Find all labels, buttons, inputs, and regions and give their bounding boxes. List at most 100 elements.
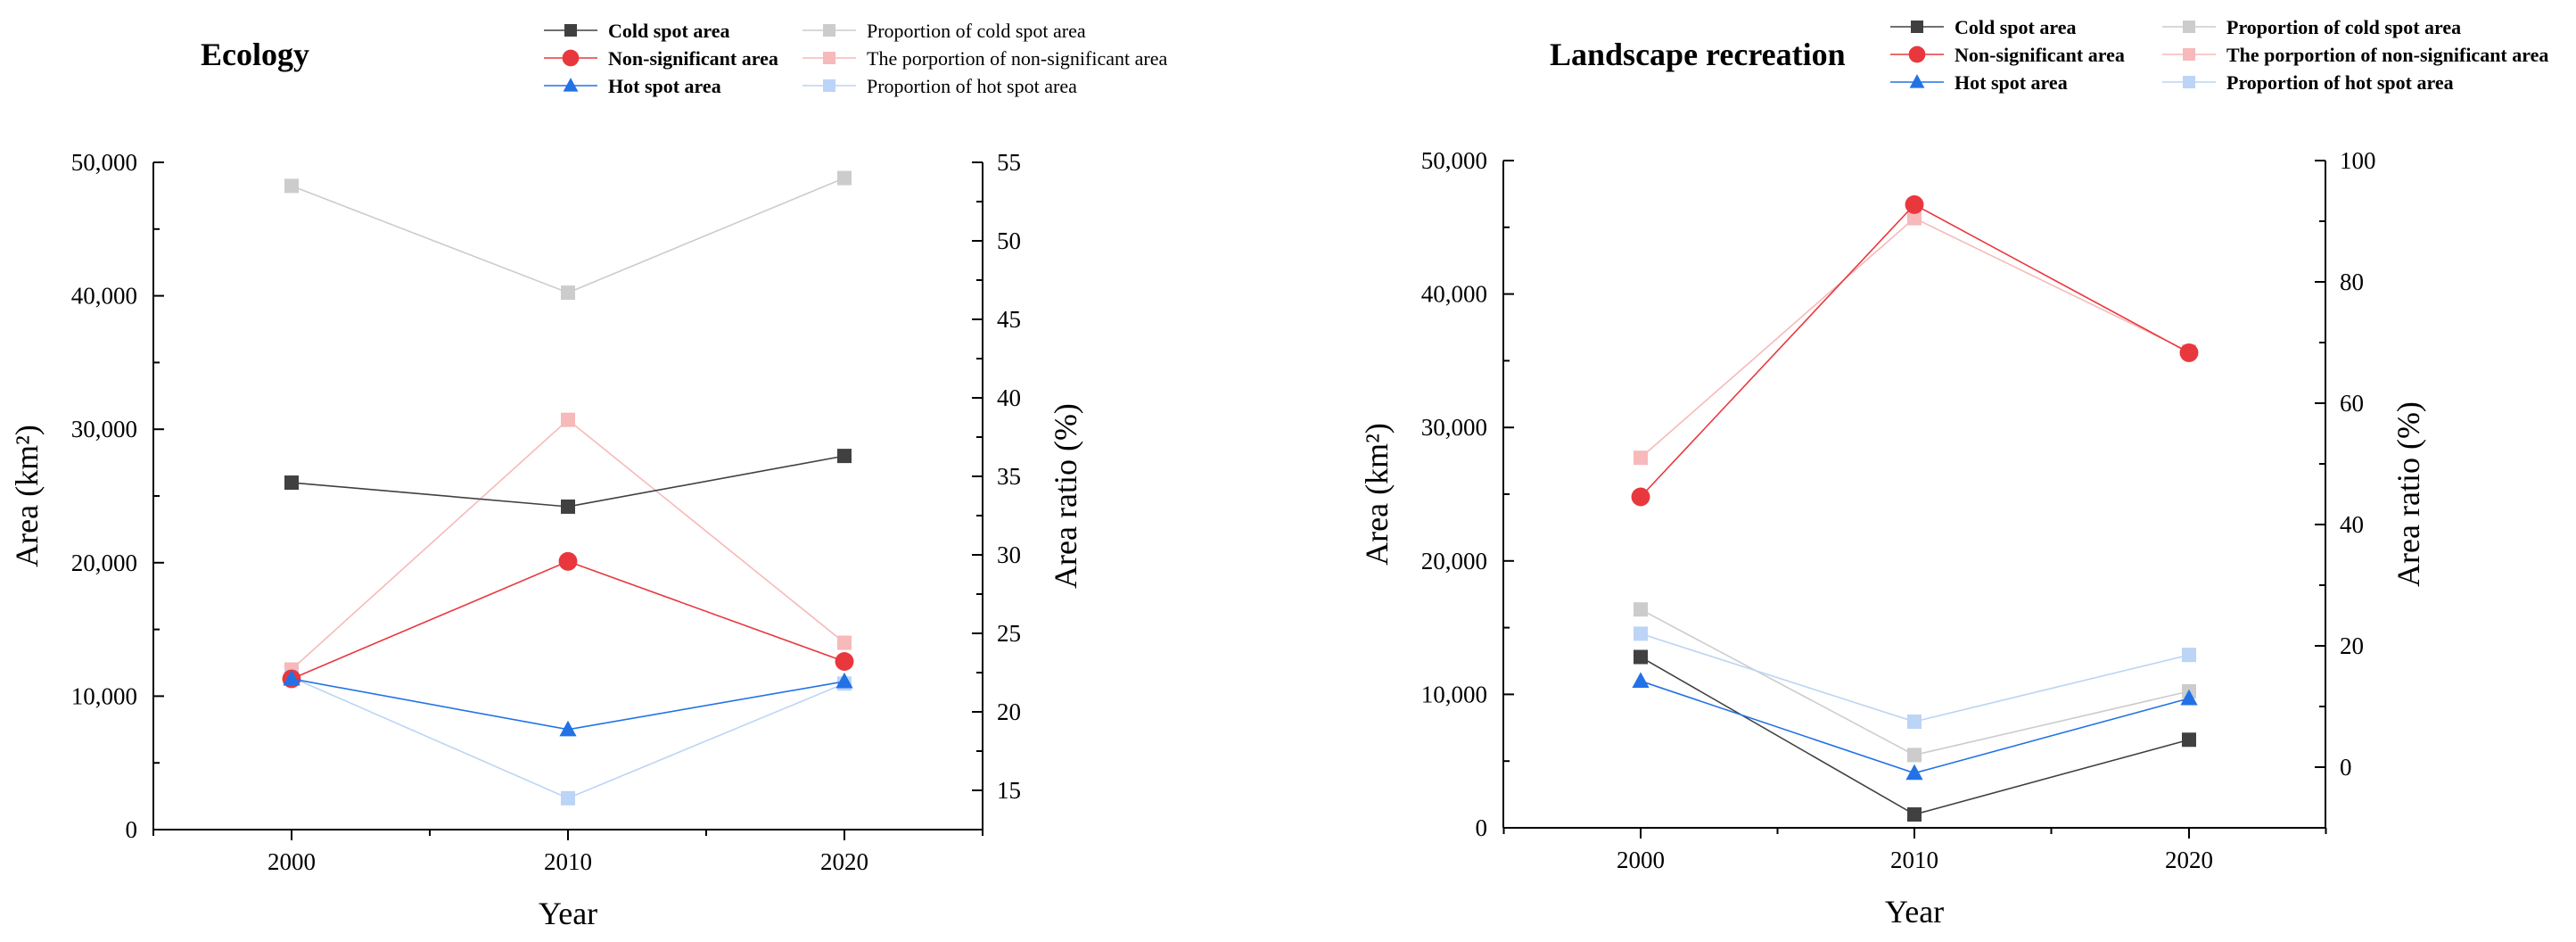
data-point-cold-spot-area-2020 (837, 449, 852, 464)
y2-tick-label: 35 (997, 463, 1021, 490)
data-point-non-significant-area-2010 (558, 551, 578, 571)
legend-item-hot-spot-area: Hot spot area (1890, 71, 2068, 94)
series-line-cold-spot-area (291, 455, 845, 508)
legend: Cold spot area Non-significant area Hot sp… (1890, 16, 2548, 94)
legend-marker (823, 24, 835, 37)
x-tick-label: 2000 (267, 848, 316, 875)
legend-marker (2183, 76, 2195, 88)
legend-item-proportion-of-cold-spot-area: Proportion of cold spot area (2162, 16, 2461, 38)
legend-item-proportion-of-hot-spot-area: Proportion of hot spot area (802, 75, 1077, 97)
y-tick-label: 20,000 (1421, 548, 1487, 574)
data-point-cold-spot-area-2010 (561, 499, 575, 514)
chart-title: Ecology (201, 37, 309, 72)
legend-item-non-significant-area: Non-significant area (1890, 44, 2125, 66)
data-point-proportion-of-cold-spot-area-2010 (1907, 748, 1922, 763)
data-point-non-significant-area-2000 (1631, 487, 1650, 507)
y2-tick-label: 40 (997, 384, 1021, 411)
y2-tick-label: 15 (997, 777, 1021, 804)
y2-tick-label: 25 (997, 620, 1021, 647)
y2-tick-label: 20 (2340, 632, 2364, 659)
data-point-cold-spot-area-2010 (1907, 807, 1922, 822)
chart-title: Landscape recreation (1550, 37, 1846, 72)
legend-marker (563, 78, 579, 92)
series-non-significant-area (282, 551, 854, 689)
data-point-cold-spot-area-2020 (2182, 732, 2196, 748)
data-point-non-significant-area-2020 (835, 652, 854, 671)
legend-label: Proportion of hot spot area (867, 75, 1077, 97)
y-tick-label: 30,000 (71, 416, 137, 442)
series-line-proportion-of-cold-spot-area (1640, 608, 2190, 756)
data-point-proportion-of-cold-spot-area-2000 (284, 178, 299, 194)
series-line-cold-spot-area (1640, 656, 2190, 815)
data-point-proportion-of-hot-spot-area-2010 (561, 790, 575, 806)
y-tick-label: 50,000 (1421, 147, 1487, 174)
chart-panel-ecology: Ecology 0 10,000 20,000 30,000 40,000 50,000 15… (9, 20, 1167, 931)
legend-label: Proportion of cold spot area (2226, 16, 2461, 38)
legend-marker (1909, 74, 1925, 88)
legend-item-proportion-of-hot-spot-area: Proportion of hot spot area (2162, 71, 2454, 94)
data-point-cold-spot-area-2000 (1634, 649, 1648, 665)
legend-label: The porportion of non-significant area (867, 47, 1167, 70)
x-tick-label: 2000 (1617, 847, 1665, 873)
legend-label: Proportion of hot spot area (2226, 71, 2454, 94)
y2-axis-title: Area ratio (%) (1048, 403, 1083, 589)
series-line-the-porportion-of-non-significant-area (1640, 217, 2190, 459)
series-proportion-of-cold-spot-area (284, 170, 852, 301)
series-cold-spot-area (1634, 649, 2196, 822)
legend-marker (1911, 21, 1923, 33)
legend: Cold spot area Non-significant area Hot sp… (544, 20, 1167, 97)
data-point-proportion-of-hot-spot-area-2010 (1907, 715, 1922, 729)
legend-label: Non-significant area (608, 47, 778, 70)
data-point-proportion-of-cold-spot-area-2000 (1634, 602, 1648, 617)
series-hot-spot-area (1632, 672, 2198, 781)
legend-marker (823, 52, 835, 64)
legend-label: Cold spot area (1955, 16, 2077, 38)
data-point-hot-spot-area-2000 (283, 669, 300, 686)
legend-label: Non-significant area (1955, 44, 2125, 66)
y-tick-label: 10,000 (1421, 681, 1487, 707)
legend-marker (562, 49, 580, 67)
y-axis-title: Area (km²) (9, 425, 45, 567)
data-point-the-porportion-of-non-significant-area-2010 (561, 412, 575, 427)
data-point-proportion-of-hot-spot-area-2020 (2182, 648, 2196, 663)
data-point-non-significant-area-2010 (1905, 194, 1924, 214)
legend-item-the-porportion-of-non-significant-area: The porportion of non-significant area (2162, 44, 2548, 66)
y-tick-label: 50,000 (71, 149, 137, 176)
chart-panel-landscape-recreation: Landscape recreation 0 10,000 20,000 30,000 4… (1359, 16, 2548, 930)
series-the-porportion-of-non-significant-area (284, 412, 852, 677)
legend-marker (564, 24, 577, 37)
data-point-hot-spot-area-2020 (2180, 689, 2198, 706)
legend-label: The porportion of non-significant area (2226, 44, 2548, 66)
series-line-non-significant-area (291, 560, 845, 680)
data-point-the-porportion-of-non-significant-area-2020 (837, 635, 852, 650)
legend-label: Hot spot area (1955, 71, 2068, 94)
data-point-the-porportion-of-non-significant-area-2000 (1634, 450, 1648, 466)
legend-marker (2183, 21, 2195, 33)
legend-label: Proportion of cold spot area (867, 20, 1086, 42)
series-hot-spot-area (283, 669, 853, 737)
legend-marker (1908, 45, 1926, 63)
y2-tick-label: 0 (2340, 754, 2352, 781)
x-tick-label: 2010 (544, 848, 592, 875)
y2-tick-label: 45 (997, 306, 1021, 333)
y2-tick-label: 100 (2340, 147, 2376, 174)
data-point-the-porportion-of-non-significant-area-2010 (1907, 211, 1922, 226)
y-tick-label: 40,000 (71, 283, 137, 310)
y2-axis-title: Area ratio (%) (2391, 401, 2426, 587)
legend-item-cold-spot-area: Cold spot area (544, 20, 730, 42)
data-point-hot-spot-area-2010 (559, 720, 577, 737)
legend-item-non-significant-area: Non-significant area (544, 47, 778, 70)
y-tick-label: 20,000 (71, 550, 137, 576)
series-proportion-of-cold-spot-area (1634, 602, 2196, 763)
data-point-hot-spot-area-2020 (835, 672, 853, 689)
x-tick-label: 2010 (1890, 847, 1938, 873)
y-tick-label: 0 (126, 816, 138, 843)
x-axis-title: Year (539, 896, 597, 931)
series-proportion-of-hot-spot-area (1634, 626, 2196, 729)
series-the-porportion-of-non-significant-area (1634, 211, 2196, 466)
x-axis-title: Year (1885, 894, 1944, 930)
series-non-significant-area (1631, 194, 2199, 507)
series-line-proportion-of-cold-spot-area (291, 177, 845, 293)
data-point-cold-spot-area-2000 (284, 475, 299, 491)
